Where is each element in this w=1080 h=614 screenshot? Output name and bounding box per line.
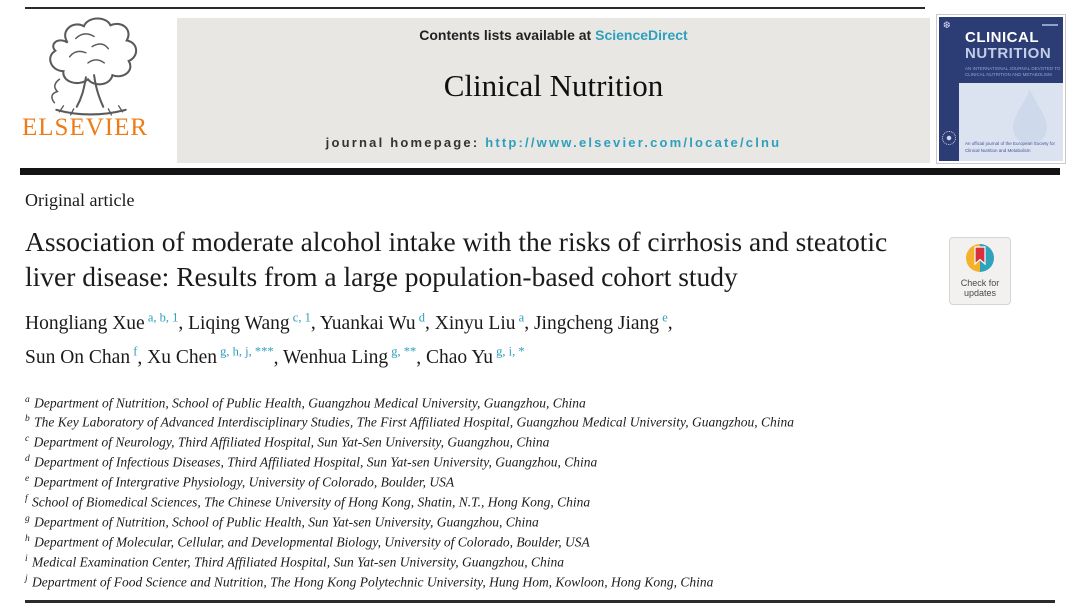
author: Hongliang Xue a, b, 1 (25, 310, 179, 334)
journal-banner: Contents lists available at ScienceDirec… (177, 18, 930, 163)
header-divider-rule (20, 168, 1060, 175)
affiliation-line: a Department of Nutrition, School of Pub… (25, 394, 586, 411)
elsevier-wordmark: ELSEVIER (22, 114, 149, 141)
crossmark-icon (965, 244, 995, 277)
cover-subtitle-line2: CLINICAL NUTRITION AND METABOLISM (965, 71, 1052, 77)
author-list: Hongliang Xue a, b, 1, Liqing Wang c, 1,… (25, 310, 673, 369)
affiliation-line: f School of Biomedical Sciences, The Chi… (25, 494, 591, 510)
elsevier-tree-icon (22, 12, 172, 118)
cover-volume-mark (1042, 24, 1058, 26)
bottom-rule (25, 600, 1055, 603)
crossmark-label-line2: updates (963, 287, 997, 298)
affiliation-line: b The Key Laboratory of Advanced Interdi… (25, 414, 794, 430)
affiliation-list: a Department of Nutrition, School of Pub… (25, 392, 1035, 591)
cover-title-block: CLINICAL NUTRITION AN INTERNATIONAL JOUR… (965, 30, 1060, 78)
journal-name: Clinical Nutrition (443, 68, 664, 103)
author: Xu Chen g, h, j, *** (147, 344, 274, 369)
contents-line: Contents lists available at ScienceDirec… (177, 27, 930, 43)
cover-title-line2: NUTRITION (965, 44, 1052, 62)
homepage-line: journal homepage: http://www.elsevier.co… (177, 135, 930, 150)
author: Liqing Wang c, 1 (188, 310, 311, 334)
cover-subtitle-line1: AN INTERNATIONAL JOURNAL DEVOTED TO (965, 65, 1061, 71)
cover-footer-block: An official journal of the European Soci… (965, 141, 1063, 154)
affiliation-line: i Medical Examination Center, Third Affi… (25, 553, 565, 570)
cover-footer-line1: An official journal of the European Soci… (965, 141, 1055, 147)
journal-cover-art: ❆ CLINICAL NUTRITION AN INTERNATIONAL JO… (939, 17, 1063, 161)
homepage-prefix: journal homepage: (325, 135, 486, 150)
affiliation-line: d Department of Infectious Diseases, Thi… (25, 454, 598, 470)
espen-emblem-icon: ❆ (943, 20, 951, 30)
cover-navy-band (939, 17, 1063, 83)
author: Chao Yu g, i, * (426, 344, 525, 369)
author: Sun On Chan f (25, 344, 138, 369)
affiliation-line: j Department of Food Science and Nutriti… (25, 573, 714, 590)
affiliation-line: g Department of Nutrition, School of Pub… (25, 513, 539, 530)
crossmark-label-line1: Check for (960, 278, 1000, 288)
author: Yuankai Wu d (319, 310, 426, 334)
affiliation-line: h Department of Molecular, Cellular, and… (25, 533, 590, 550)
check-for-updates-badge[interactable]: Check for updates (949, 237, 1011, 305)
contents-prefix: Contents lists available at (419, 27, 596, 43)
journal-cover-thumbnail: ❆ CLINICAL NUTRITION AN INTERNATIONAL JO… (936, 14, 1066, 164)
cover-navy-spine (939, 17, 959, 161)
affiliation-line: c Department of Neurology, Third Affilia… (25, 434, 550, 450)
espen-ring-icon (942, 131, 956, 145)
author: Jingcheng Jiang e (533, 310, 668, 334)
article-type-label: Original article (25, 190, 135, 210)
sciencedirect-link[interactable]: ScienceDirect (595, 27, 688, 43)
top-rule (25, 7, 925, 9)
affiliation-line: e Department of Intergrative Physiology,… (25, 474, 455, 490)
cover-title-line1: CLINICAL (965, 29, 1039, 46)
cover-footer-line2: Clinical Nutrition and Metabolism (965, 147, 1031, 153)
journal-homepage-link[interactable]: http://www.elsevier.com/locate/clnu (485, 135, 782, 150)
article-head: Original article Association of moderate… (25, 190, 1035, 591)
author: Wenhua Ling g, ** (283, 344, 417, 369)
author: Xinyu Liu a (434, 310, 525, 334)
article-title: Association of moderate alcohol intake w… (25, 226, 888, 292)
water-drop-icon (1011, 87, 1049, 150)
elsevier-logo: ELSEVIER (22, 12, 172, 166)
